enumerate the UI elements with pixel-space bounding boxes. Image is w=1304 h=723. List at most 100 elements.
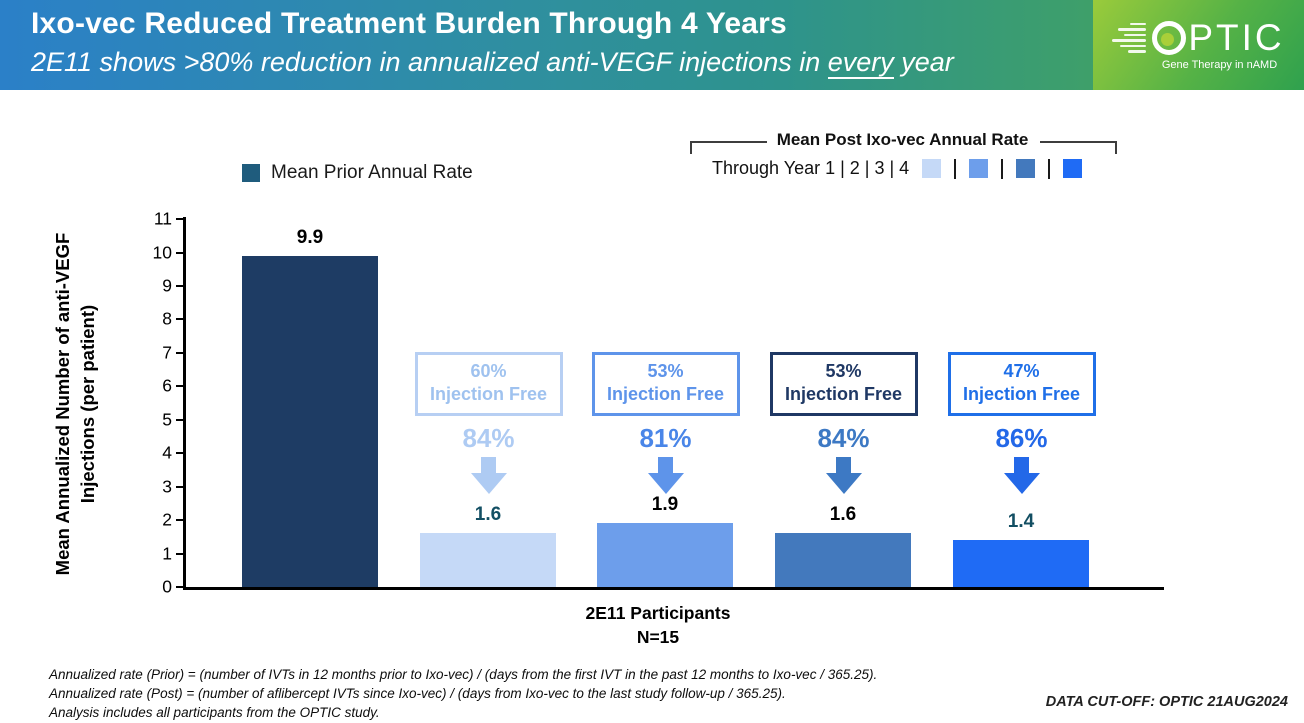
- bar-rect: [420, 533, 556, 587]
- x-axis: [183, 587, 1164, 590]
- legend-swatch-year4: [1063, 159, 1083, 178]
- bar-rect: [953, 540, 1089, 587]
- bar-rect: [242, 255, 378, 587]
- y-tick-label: 9: [162, 275, 172, 296]
- annotation-year3: 53% Injection Free 84%: [763, 352, 924, 495]
- injection-free-label: Injection Free: [962, 384, 1081, 405]
- subtitle-text-tail: year: [893, 47, 954, 77]
- injection-free-box: 53% Injection Free: [591, 352, 740, 417]
- data-cutoff-label: DATA CUT-OFF: OPTIC 21AUG2024: [1045, 694, 1288, 710]
- footnote-line3: Analysis includes all participants from …: [49, 704, 380, 720]
- injection-free-box: 60% Injection Free: [414, 352, 563, 417]
- subtitle-underlined-word: every: [827, 47, 894, 79]
- legend-post-title: Mean Post Ixo-vec Annual Rate: [776, 130, 1029, 149]
- header-banner: Ixo-vec Reduced Treatment Burden Through…: [0, 0, 1304, 90]
- y-tick-mark: [176, 351, 184, 354]
- down-arrow-icon: [585, 457, 746, 495]
- legend-swatch-year2: [969, 159, 989, 178]
- injection-free-pct: 53%: [825, 361, 862, 381]
- y-tick-mark: [176, 418, 184, 421]
- subtitle-text: 2E11 shows >80% reduction in annualized …: [31, 47, 828, 77]
- injection-free-box: 47% Injection Free: [947, 352, 1096, 417]
- bar-value-label: 9.9: [296, 226, 324, 248]
- eye-pupil-icon: [1161, 32, 1175, 46]
- injection-free-pct: 60%: [470, 361, 507, 381]
- annotation-year4: 47% Injection Free 86%: [941, 352, 1102, 495]
- y-tick-label: 4: [162, 442, 172, 463]
- legend-separator: [1048, 158, 1051, 179]
- footnote-line1: Annualized rate (Prior) = (number of IVT…: [49, 667, 878, 682]
- reduction-pct: 84%: [817, 423, 870, 454]
- y-tick-label: 5: [162, 409, 172, 430]
- bracket-right: [1040, 141, 1117, 154]
- y-tick-mark: [176, 485, 184, 488]
- down-arrow-icon: [408, 457, 569, 495]
- y-tick-mark: [176, 385, 184, 388]
- legend-separator: [1001, 158, 1004, 179]
- y-tick-label: 2: [162, 509, 172, 530]
- y-tick-mark: [176, 552, 184, 555]
- down-arrow-icon: [763, 457, 924, 495]
- y-tick-label: 10: [152, 242, 172, 262]
- speed-lines-icon: [1112, 22, 1147, 53]
- legend-swatch-year3: [1016, 159, 1036, 178]
- bracket-left: [690, 141, 767, 154]
- logo-wordmark: PTIC: [1188, 17, 1285, 58]
- bar-value-label: 1.6: [829, 504, 857, 526]
- annotation-year2: 53% Injection Free 81%: [585, 352, 746, 495]
- bar-rect: [775, 533, 911, 587]
- y-tick-mark: [176, 318, 184, 321]
- legend-separator: [954, 158, 957, 179]
- annotation-year1: 60% Injection Free 84%: [408, 352, 569, 495]
- optic-eye-icon: [1152, 20, 1187, 55]
- y-tick-mark: [176, 519, 184, 522]
- y-axis-title-line1: Mean Annualized Number of anti-VEGF: [52, 232, 74, 576]
- y-axis-title: Mean Annualized Number of anti-VEGF Inje…: [51, 208, 101, 600]
- bar-value-label: 1.6: [474, 504, 502, 526]
- legend-swatch-prior: [242, 164, 260, 182]
- y-tick-label: 1: [162, 543, 172, 564]
- optic-logo: PTIC Gene Therapy in nAMD: [1093, 0, 1304, 90]
- y-tick-mark: [176, 218, 184, 221]
- injection-free-label: Injection Free: [429, 384, 548, 405]
- y-tick-mark: [176, 452, 184, 455]
- bar-value-label: 1.4: [1007, 511, 1035, 533]
- x-axis-title: 2E11 Participants N=15: [435, 602, 881, 649]
- y-tick-label: 3: [162, 476, 172, 497]
- injection-free-box: 53% Injection Free: [769, 352, 918, 417]
- y-tick-label: 8: [162, 308, 172, 329]
- slide-title: Ixo-vec Reduced Treatment Burden Through…: [31, 7, 787, 40]
- y-axis-title-line2: Injections (per patient): [77, 304, 98, 504]
- x-axis-title-line1: 2E11 Participants: [585, 603, 731, 623]
- reduction-pct: 81%: [639, 423, 692, 454]
- y-tick-mark: [176, 284, 184, 287]
- y-tick-label: 6: [162, 375, 172, 396]
- y-tick-label: 11: [153, 208, 172, 229]
- injection-free-pct: 47%: [1003, 361, 1040, 381]
- logo-tagline: Gene Therapy in nAMD: [1161, 59, 1278, 71]
- reduction-pct: 84%: [462, 423, 515, 454]
- down-arrow-icon: [941, 457, 1102, 495]
- y-tick-label: 0: [162, 576, 172, 597]
- x-axis-title-line2: N=15: [636, 626, 680, 647]
- reduction-pct: 86%: [995, 423, 1048, 454]
- legend-through-label: Through Year 1 | 2 | 3 | 4: [712, 158, 910, 178]
- legend-prior: Mean Prior Annual Rate: [242, 162, 473, 184]
- logo-wordmark-row: PTIC: [1112, 19, 1284, 56]
- bar-value-label: 1.9: [651, 494, 679, 516]
- y-tick-mark: [176, 251, 184, 254]
- y-axis: [183, 217, 186, 589]
- legend-swatch-year1: [922, 159, 942, 178]
- injection-free-label: Injection Free: [606, 384, 725, 405]
- legend-prior-label: Mean Prior Annual Rate: [271, 162, 473, 183]
- footnote-line2: Annualized rate (Post) = (number of afli…: [49, 685, 786, 701]
- y-tick-mark: [176, 586, 184, 588]
- footnotes: Annualized rate (Prior) = (number of IVT…: [49, 666, 877, 723]
- legend-post-years: Through Year 1 | 2 | 3 | 4: [712, 158, 1083, 179]
- slide-subtitle: 2E11 shows >80% reduction in annualized …: [31, 47, 954, 79]
- bar-rect: [597, 523, 733, 587]
- injection-free-pct: 53%: [647, 361, 684, 381]
- injection-free-label: Injection Free: [784, 384, 903, 405]
- y-tick-label: 7: [162, 342, 172, 363]
